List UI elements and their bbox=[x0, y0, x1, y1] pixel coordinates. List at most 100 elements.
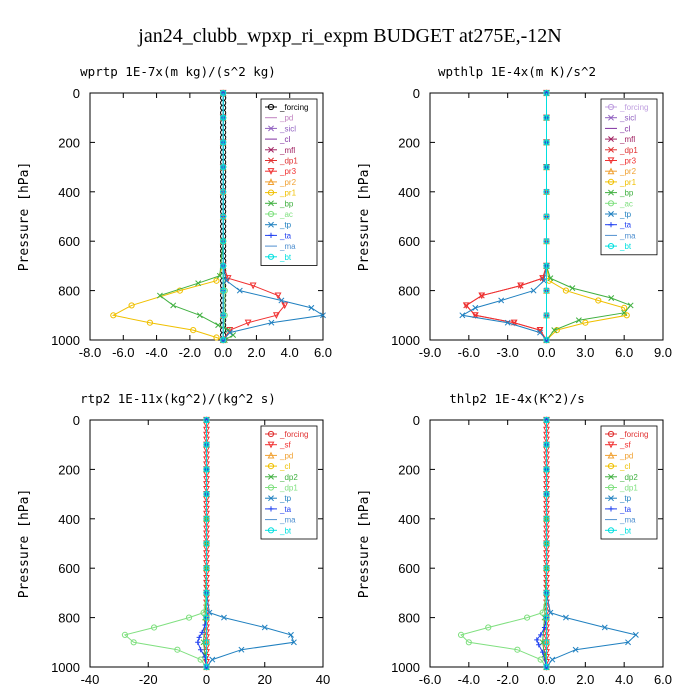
legend-label: _pr3 bbox=[619, 157, 637, 166]
x-tick-label: 0.0 bbox=[537, 345, 555, 360]
y-tick-label: 600 bbox=[58, 234, 80, 249]
legend-marker bbox=[608, 146, 614, 153]
legend-label: _pd bbox=[279, 114, 293, 123]
series-line bbox=[460, 420, 547, 668]
data-point bbox=[485, 624, 492, 631]
data-point bbox=[543, 441, 550, 448]
chart-panel-2: wpthlp 1E-4x(m K)/s^2 Pressure [hPa] -9.0 -… bbox=[357, 64, 672, 360]
y-tick-label: 0 bbox=[413, 413, 420, 428]
data-point bbox=[465, 639, 472, 646]
data-point bbox=[195, 280, 202, 287]
data-point bbox=[272, 312, 280, 320]
legend-label: _pr3 bbox=[279, 167, 297, 176]
data-point bbox=[220, 164, 227, 171]
data-point bbox=[203, 540, 210, 547]
data-point bbox=[308, 304, 315, 311]
legend-marker bbox=[607, 441, 615, 449]
legend-marker bbox=[267, 484, 275, 491]
series-bt bbox=[203, 416, 210, 671]
data-point bbox=[543, 515, 550, 522]
legend-marker bbox=[608, 473, 614, 480]
legend-marker bbox=[268, 157, 274, 164]
legend-label: _bt bbox=[619, 242, 632, 251]
data-point bbox=[110, 312, 117, 319]
data-point bbox=[203, 639, 210, 646]
data-point bbox=[223, 277, 230, 284]
legend-marker bbox=[268, 495, 274, 502]
legend-marker bbox=[607, 484, 615, 491]
legend: _forcing_pd_sicl_cl_mfl_dp1_pr3_pr2_pr1_… bbox=[260, 98, 318, 266]
y-tick-label: 1000 bbox=[51, 333, 80, 348]
legend-label: _ta bbox=[619, 221, 632, 230]
data-point bbox=[539, 609, 546, 616]
data-point bbox=[547, 275, 554, 282]
x-tick-label: 0.0 bbox=[537, 672, 555, 687]
y-tick-label: 400 bbox=[58, 512, 80, 527]
legend-marker bbox=[267, 253, 275, 260]
series-line bbox=[465, 93, 547, 341]
data-point bbox=[244, 319, 252, 327]
x-tick-label: -2.0 bbox=[179, 345, 201, 360]
x-tick-label: 6.0 bbox=[615, 345, 633, 360]
data-point bbox=[459, 312, 466, 319]
y-tick-label: 400 bbox=[398, 185, 420, 200]
data-point bbox=[534, 637, 540, 643]
data-point bbox=[290, 639, 297, 646]
data-point bbox=[203, 663, 210, 671]
legend-label: _mfl bbox=[279, 146, 295, 155]
legend-label: _cl bbox=[279, 462, 290, 471]
data-point bbox=[543, 565, 550, 572]
legend-marker bbox=[268, 232, 274, 238]
legend-label: _ma bbox=[279, 516, 296, 525]
data-point bbox=[530, 287, 537, 294]
legend-box bbox=[600, 98, 658, 256]
data-point bbox=[543, 238, 550, 245]
data-point bbox=[195, 639, 201, 645]
data-point bbox=[146, 319, 154, 326]
data-point bbox=[128, 302, 135, 309]
legend-marker bbox=[267, 210, 275, 218]
legend-marker bbox=[607, 178, 615, 185]
legend-label: _tp bbox=[279, 221, 292, 230]
legend-label: _bp bbox=[619, 189, 634, 198]
data-point bbox=[543, 262, 550, 269]
data-point bbox=[190, 327, 197, 334]
data-point bbox=[130, 639, 137, 646]
data-point bbox=[478, 292, 486, 300]
legend-marker bbox=[607, 200, 615, 207]
x-tick-label: 4.0 bbox=[281, 345, 299, 360]
legend-marker bbox=[268, 221, 274, 228]
data-point bbox=[543, 287, 550, 294]
legend-label: _sicl bbox=[619, 114, 636, 123]
data-point bbox=[537, 656, 544, 663]
data-point bbox=[472, 304, 479, 311]
series-bt bbox=[543, 416, 550, 671]
legend-label: _tp bbox=[279, 494, 292, 503]
y-tick-label: 200 bbox=[398, 135, 420, 150]
data-point bbox=[203, 614, 210, 621]
panel-title: rtp2 1E-11x(kg^2)/(kg^2 s) bbox=[80, 391, 276, 406]
data-point bbox=[543, 614, 550, 621]
legend-marker bbox=[267, 463, 275, 470]
legend-marker bbox=[607, 527, 615, 534]
legend-label: _pr1 bbox=[279, 189, 297, 198]
data-point bbox=[203, 589, 210, 597]
data-point bbox=[176, 287, 183, 294]
legend-label: _forcing bbox=[619, 103, 648, 112]
data-point bbox=[236, 287, 243, 294]
legend-marker bbox=[267, 168, 275, 175]
legend-label: _sf bbox=[279, 441, 291, 450]
x-tick-label: 0 bbox=[203, 672, 210, 687]
data-point bbox=[278, 297, 285, 304]
data-point bbox=[543, 540, 550, 547]
data-point bbox=[621, 309, 628, 316]
legend-marker bbox=[608, 506, 614, 512]
data-point bbox=[274, 292, 282, 300]
chart-panel-1: wprtp 1E-7x(m kg)/(s^2 kg) Pressure [hPa]… bbox=[17, 64, 332, 360]
series-dp1 bbox=[463, 90, 550, 343]
figure-title: jan24_clubb_wpxp_ri_expm BUDGET at275E,-… bbox=[137, 25, 561, 47]
legend-marker bbox=[608, 136, 614, 143]
panel-title: thlp2 1E-4x(K^2)/s bbox=[449, 391, 584, 406]
legend-label: _ta bbox=[279, 231, 292, 240]
